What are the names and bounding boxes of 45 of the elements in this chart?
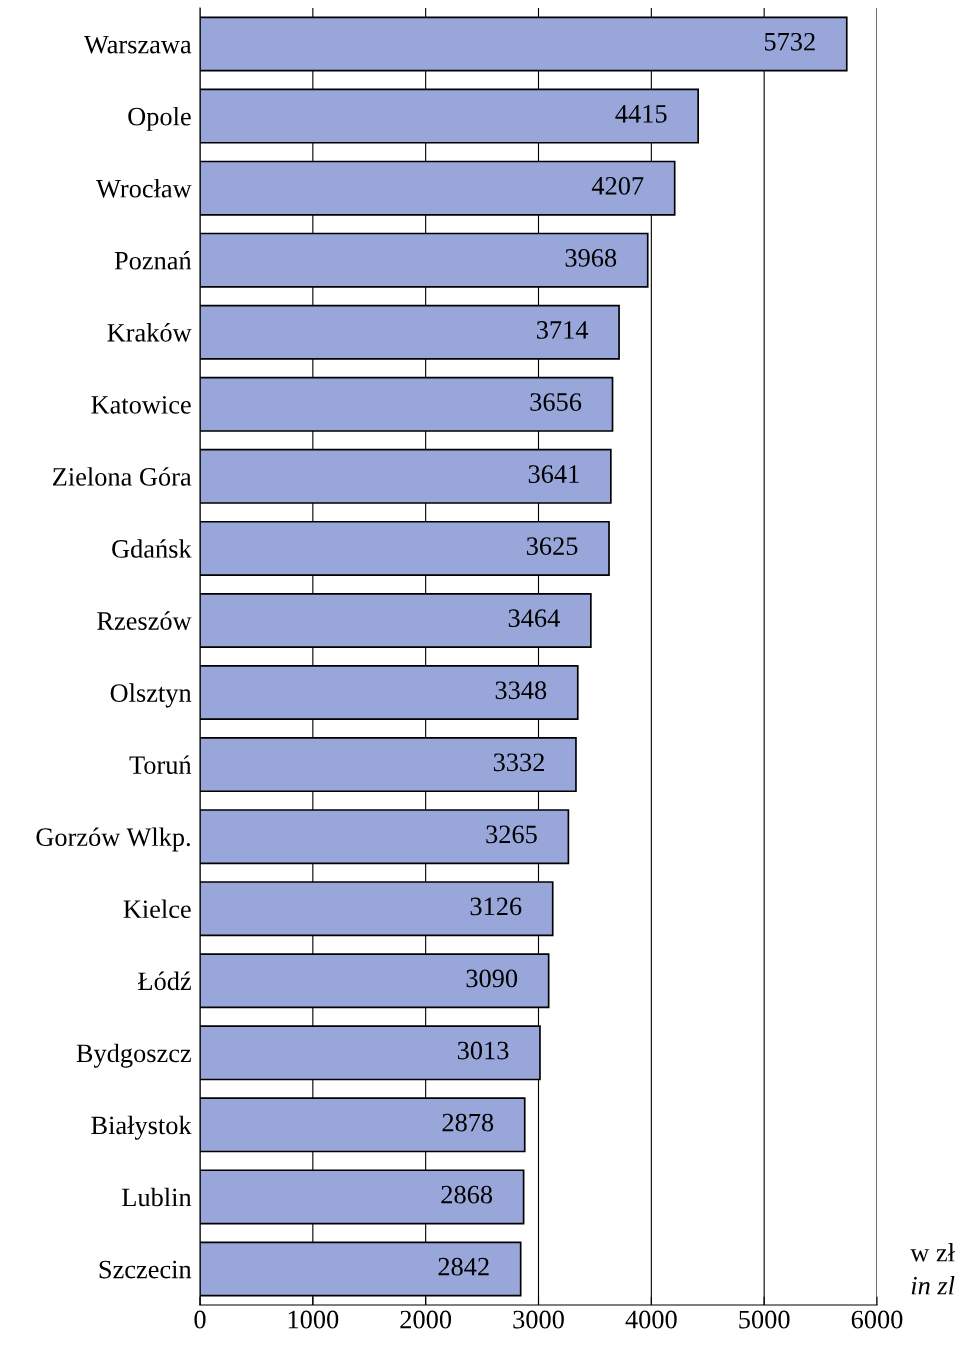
data-label: 3714 [536,321,589,339]
y-tick-label: Kielce [123,899,191,919]
x-tick-label: 0 [194,1310,206,1329]
text: in zl [911,1276,955,1295]
data-label: 3641 [528,465,579,483]
data-label: 3332 [493,753,544,772]
y-tick-label: Białystok [91,1115,192,1140]
x-tick-label: 3000 [513,1310,564,1329]
y-tick-label: Zielona Góra [52,467,192,486]
data-label: 2868 [441,1185,493,1204]
y-tick-label: Opole [128,106,191,131]
y-tick-label: Olsztyn [110,683,192,708]
y-tick-label: Katowice [91,395,191,414]
data-label: 3126 [470,897,522,916]
y-tick-label: Warszawa [83,35,192,54]
x-tick-label: 2000 [400,1310,452,1329]
data-label: 3265 [486,825,537,844]
data-label: 4415 [615,105,667,123]
data-label: 2842 [438,1257,489,1276]
y-tick-label: Bydgoszcz [76,1043,191,1068]
data-label: 5732 [764,32,815,51]
x-tick-label: 1000 [288,1310,339,1329]
data-label: 3348 [495,681,547,700]
y-tick-label: Wrocław [96,178,192,198]
data-label: 3968 [565,248,617,267]
y-tick-label: Lublin [122,1187,192,1207]
data-label: 3090 [466,969,518,988]
x-tick-label: 4000 [625,1310,677,1329]
y-tick-label: Toruń [129,755,192,774]
data-label: 2878 [442,1113,494,1132]
y-tick-label: Gorzów Wlkp. [36,827,190,852]
data-label: 3625 [526,537,578,556]
y-tick-label: Szczecin [99,1260,192,1279]
x-tick-label: 5000 [739,1310,790,1329]
data-label: 3464 [508,609,560,628]
y-tick-label: Łódź [138,971,191,991]
text: w zł [910,1243,955,1262]
y-tick-label: Poznań [114,251,192,270]
y-tick-label: Rzeszów [97,611,192,630]
x-tick-label: 6000 [851,1310,903,1329]
data-label: 3656 [530,393,582,411]
data-label: 4207 [591,176,644,195]
y-tick-label: Gdańsk [112,539,192,558]
data-label: 3013 [457,1041,509,1060]
y-tick-label: Kraków [107,323,192,342]
